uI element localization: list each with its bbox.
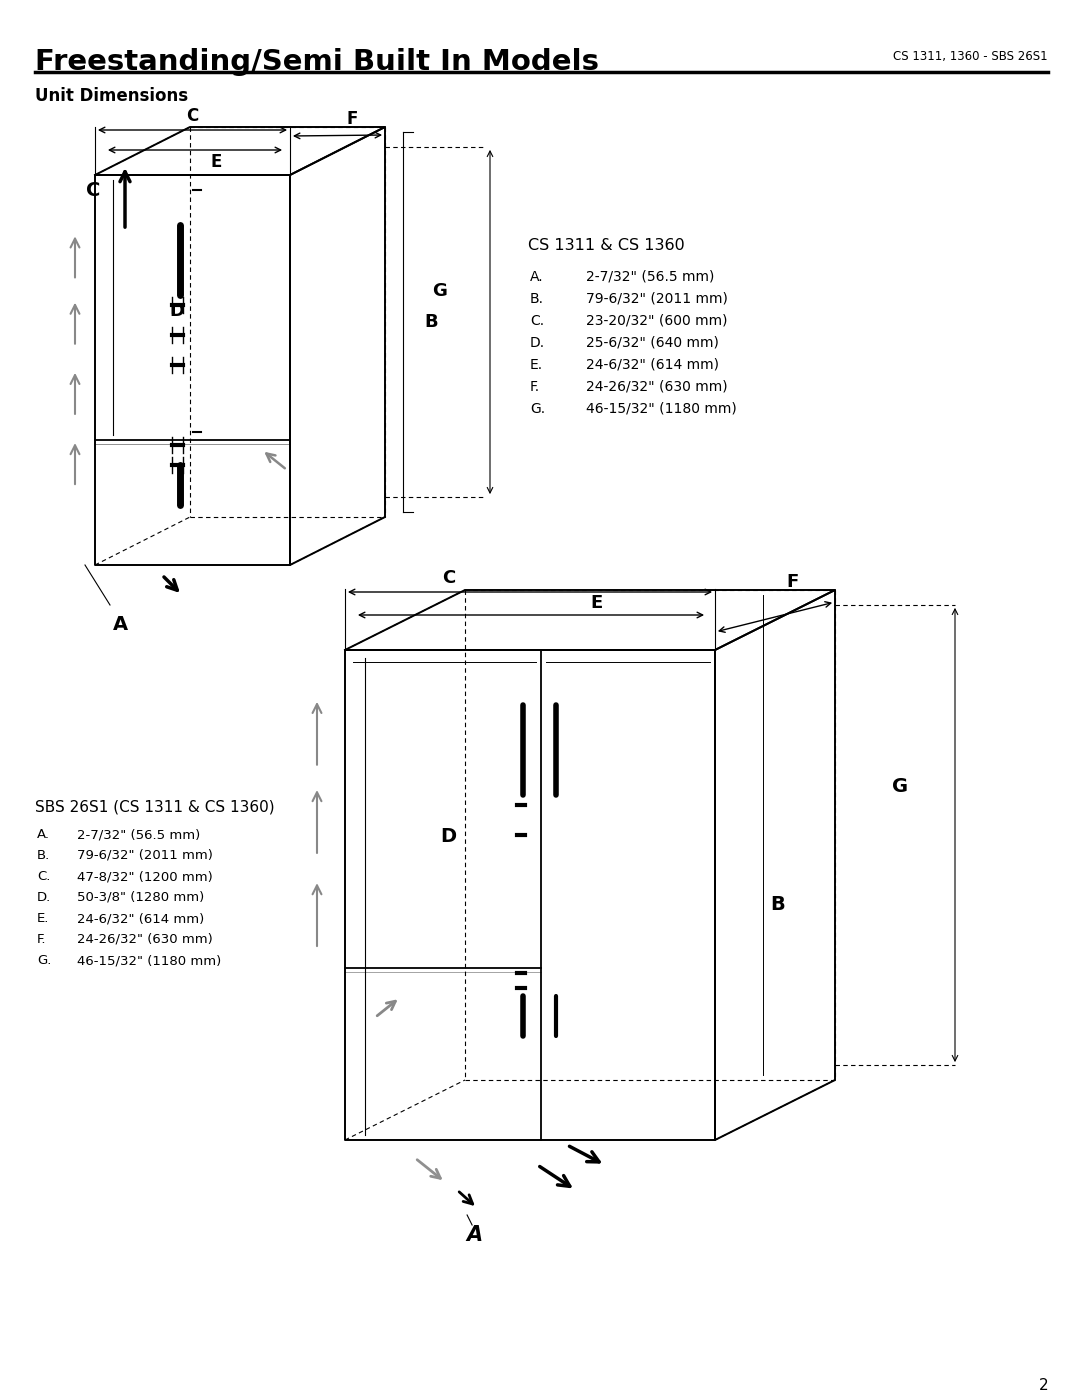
Text: 25-6/32" (640 mm): 25-6/32" (640 mm) — [586, 337, 719, 351]
Text: 24-26/32" (630 mm): 24-26/32" (630 mm) — [586, 380, 728, 394]
Text: E.: E. — [37, 912, 50, 925]
Text: A: A — [112, 616, 127, 634]
Text: C: C — [85, 180, 100, 200]
Text: 46-15/32" (1180 mm): 46-15/32" (1180 mm) — [77, 954, 221, 967]
Text: SBS 26S1 (CS 1311 & CS 1360): SBS 26S1 (CS 1311 & CS 1360) — [35, 800, 274, 814]
Text: A: A — [467, 1225, 483, 1245]
Text: 2-7/32" (56.5 mm): 2-7/32" (56.5 mm) — [586, 270, 714, 284]
Text: B: B — [424, 313, 437, 331]
Text: 2-7/32" (56.5 mm): 2-7/32" (56.5 mm) — [77, 828, 200, 841]
Text: E: E — [211, 154, 221, 170]
Text: F.: F. — [530, 380, 540, 394]
Text: CS 1311 & CS 1360: CS 1311 & CS 1360 — [528, 237, 685, 253]
Text: C.: C. — [37, 870, 51, 883]
Text: C: C — [442, 569, 456, 587]
Text: B.: B. — [530, 292, 544, 306]
Text: C.: C. — [530, 314, 544, 328]
Text: 79-6/32" (2011 mm): 79-6/32" (2011 mm) — [586, 292, 728, 306]
Text: D.: D. — [37, 891, 51, 904]
Text: 23-20/32" (600 mm): 23-20/32" (600 mm) — [586, 314, 728, 328]
Text: 24-6/32" (614 mm): 24-6/32" (614 mm) — [586, 358, 719, 372]
Text: G: G — [433, 282, 447, 300]
Text: 24-26/32" (630 mm): 24-26/32" (630 mm) — [77, 933, 213, 946]
Text: B: B — [770, 895, 785, 914]
Text: G.: G. — [530, 402, 545, 416]
Text: F.: F. — [37, 933, 46, 946]
Text: 24-6/32" (614 mm): 24-6/32" (614 mm) — [77, 912, 204, 925]
Text: 50-3/8" (1280 mm): 50-3/8" (1280 mm) — [77, 891, 204, 904]
Text: D: D — [170, 303, 185, 320]
Text: 46-15/32" (1180 mm): 46-15/32" (1180 mm) — [586, 402, 737, 416]
Text: G: G — [892, 777, 908, 795]
Text: E: E — [591, 594, 603, 612]
Text: D: D — [441, 827, 457, 845]
Text: Freestanding/Semi Built In Models: Freestanding/Semi Built In Models — [35, 47, 599, 75]
Text: Unit Dimensions: Unit Dimensions — [35, 87, 188, 105]
Text: CS 1311, 1360 - SBS 26S1: CS 1311, 1360 - SBS 26S1 — [893, 50, 1048, 63]
Text: 2: 2 — [1038, 1377, 1048, 1393]
Text: C: C — [186, 108, 198, 124]
Text: A.: A. — [37, 828, 50, 841]
Text: 79-6/32" (2011 mm): 79-6/32" (2011 mm) — [77, 849, 213, 862]
Text: G.: G. — [37, 954, 52, 967]
Text: 47-8/32" (1200 mm): 47-8/32" (1200 mm) — [77, 870, 213, 883]
Text: F: F — [787, 573, 799, 591]
Text: A.: A. — [530, 270, 543, 284]
Text: E.: E. — [530, 358, 543, 372]
Text: D.: D. — [530, 337, 545, 351]
Text: F: F — [347, 110, 357, 129]
Text: B.: B. — [37, 849, 51, 862]
